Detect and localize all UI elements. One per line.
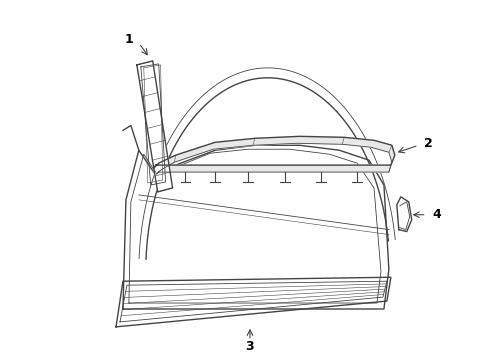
Text: 3: 3 bbox=[245, 340, 254, 353]
Polygon shape bbox=[397, 197, 412, 231]
Polygon shape bbox=[123, 145, 389, 309]
Text: 1: 1 bbox=[124, 33, 133, 46]
Polygon shape bbox=[154, 136, 395, 174]
Polygon shape bbox=[137, 61, 172, 192]
Polygon shape bbox=[116, 277, 391, 327]
Text: 2: 2 bbox=[424, 137, 433, 150]
Text: 4: 4 bbox=[432, 208, 441, 221]
